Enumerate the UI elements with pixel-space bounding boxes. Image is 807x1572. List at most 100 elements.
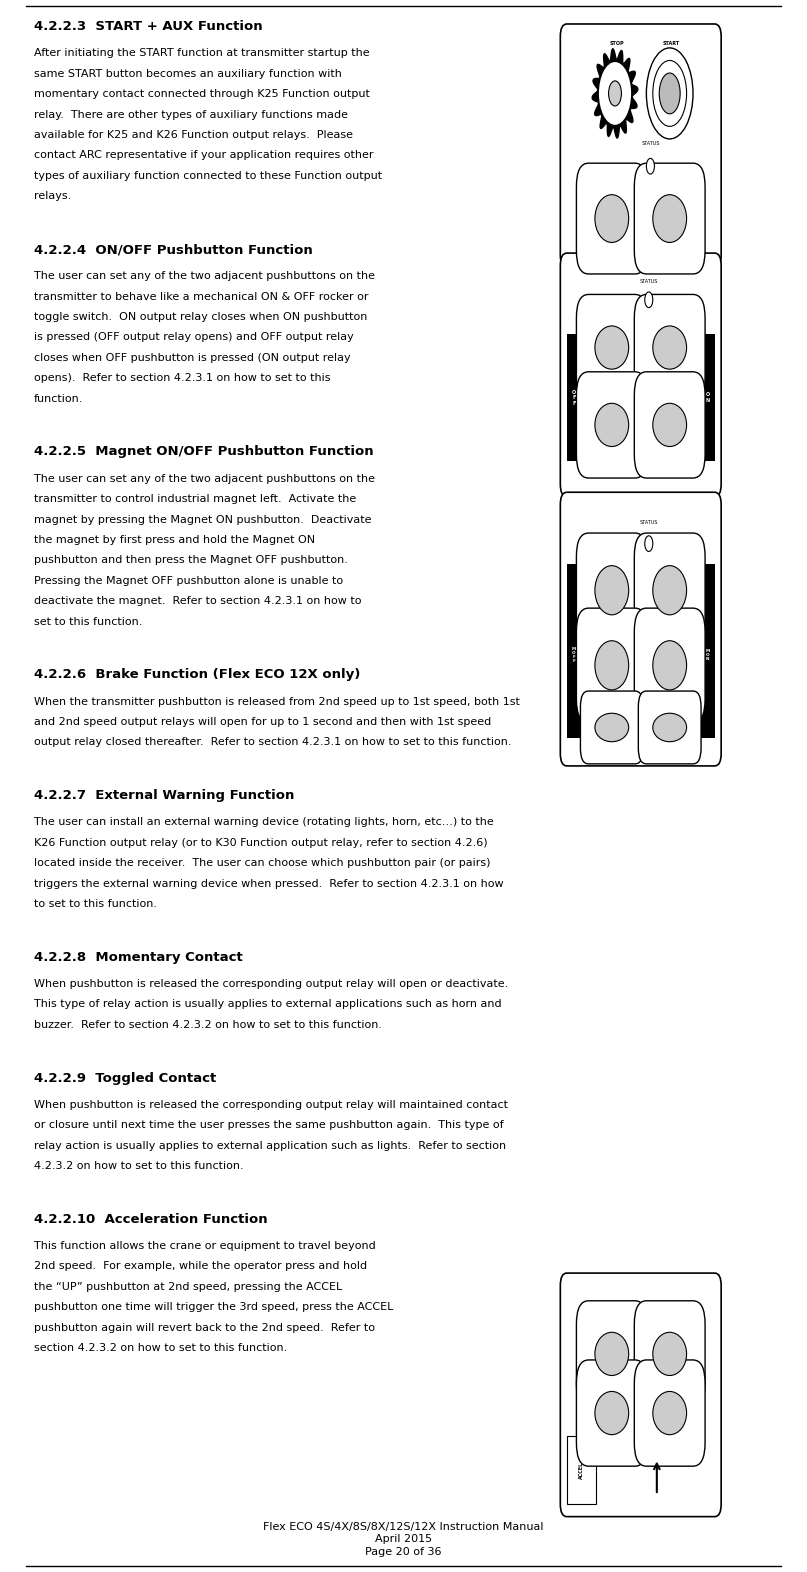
Text: STATUS: STATUS [640, 520, 658, 525]
Text: pushbutton one time will trigger the 3rd speed, press the ACCEL: pushbutton one time will trigger the 3rd… [34, 1302, 393, 1313]
Text: ACCEL: ACCEL [579, 1462, 583, 1479]
Text: 4.2.2.4  ON/OFF Pushbutton Function: 4.2.2.4 ON/OFF Pushbutton Function [34, 244, 312, 256]
Text: Page 20 of 36: Page 20 of 36 [366, 1547, 441, 1556]
Text: K26 Function output relay (or to K30 Function output relay, refer to section 4.2: K26 Function output relay (or to K30 Fun… [34, 838, 487, 847]
Ellipse shape [595, 1333, 629, 1376]
FancyBboxPatch shape [567, 333, 581, 461]
Text: After initiating the START function at transmitter startup the: After initiating the START function at t… [34, 49, 369, 58]
Text: set to this function.: set to this function. [34, 616, 142, 627]
Text: magnet by pressing the Magnet ON pushbutton.  Deactivate: magnet by pressing the Magnet ON pushbut… [34, 514, 371, 525]
FancyBboxPatch shape [580, 692, 643, 764]
Ellipse shape [595, 404, 629, 446]
Text: 4.2.2.6  Brake Function (Flex ECO 12X only): 4.2.2.6 Brake Function (Flex ECO 12X onl… [34, 668, 360, 681]
Text: the “UP” pushbutton at 2nd speed, pressing the ACCEL: the “UP” pushbutton at 2nd speed, pressi… [34, 1281, 342, 1292]
Text: 4.2.2.7  External Warning Function: 4.2.2.7 External Warning Function [34, 789, 294, 802]
Text: When the transmitter pushbutton is released from 2nd speed up to 1st speed, both: When the transmitter pushbutton is relea… [34, 696, 520, 706]
Text: M
O
F
F: M O F F [572, 646, 576, 663]
FancyBboxPatch shape [560, 24, 721, 267]
Text: types of auxiliary function connected to these Function output: types of auxiliary function connected to… [34, 171, 382, 181]
Polygon shape [592, 49, 638, 138]
FancyBboxPatch shape [560, 492, 721, 766]
Text: 4.2.2.10  Acceleration Function: 4.2.2.10 Acceleration Function [34, 1214, 267, 1226]
Text: contact ARC representative if your application requires other: contact ARC representative if your appli… [34, 151, 373, 160]
Text: opens).  Refer to section 4.2.3.1 on how to set to this: opens). Refer to section 4.2.3.1 on how … [34, 373, 330, 384]
Ellipse shape [595, 325, 629, 369]
FancyBboxPatch shape [634, 294, 705, 401]
FancyBboxPatch shape [567, 1435, 596, 1504]
Text: momentary contact connected through K25 Function output: momentary contact connected through K25 … [34, 90, 370, 99]
FancyBboxPatch shape [638, 692, 701, 764]
Ellipse shape [653, 325, 687, 369]
Text: triggers the external warning device when pressed.  Refer to section 4.2.3.1 on : triggers the external warning device whe… [34, 879, 504, 888]
FancyBboxPatch shape [576, 608, 647, 723]
Text: function.: function. [34, 393, 83, 404]
FancyBboxPatch shape [700, 564, 715, 737]
Text: is pressed (OFF output relay opens) and OFF output relay: is pressed (OFF output relay opens) and … [34, 333, 353, 343]
Text: When pushbutton is released the corresponding output relay will open or deactiva: When pushbutton is released the correspo… [34, 979, 508, 989]
Text: section 4.2.3.2 on how to set to this function.: section 4.2.3.2 on how to set to this fu… [34, 1342, 286, 1353]
Ellipse shape [595, 714, 629, 742]
Ellipse shape [653, 714, 687, 742]
Ellipse shape [595, 195, 629, 242]
FancyBboxPatch shape [560, 253, 721, 497]
FancyBboxPatch shape [567, 564, 581, 737]
Text: Flex ECO 4S/4X/8S/8X/12S/12X Instruction Manual: Flex ECO 4S/4X/8S/8X/12S/12X Instruction… [263, 1522, 544, 1531]
Text: O
N: O N [705, 393, 709, 402]
Text: April 2015: April 2015 [375, 1534, 432, 1544]
Ellipse shape [653, 566, 687, 615]
Text: the magnet by first press and hold the Magnet ON: the magnet by first press and hold the M… [34, 534, 315, 545]
Text: Pressing the Magnet OFF pushbutton alone is unable to: Pressing the Magnet OFF pushbutton alone… [34, 575, 343, 586]
Text: STATUS: STATUS [640, 280, 658, 285]
Ellipse shape [653, 1333, 687, 1376]
Text: deactivate the magnet.  Refer to section 4.2.3.1 on how to: deactivate the magnet. Refer to section … [34, 596, 361, 607]
Text: pushbutton and then press the Magnet OFF pushbutton.: pushbutton and then press the Magnet OFF… [34, 555, 348, 566]
FancyBboxPatch shape [576, 1360, 647, 1467]
Text: The user can install an external warning device (rotating lights, horn, etc…) to: The user can install an external warning… [34, 817, 493, 827]
Text: The user can set any of the two adjacent pushbuttons on the: The user can set any of the two adjacent… [34, 473, 374, 484]
Text: O
F
F: O F F [572, 390, 576, 406]
Text: 4.2.2.8  Momentary Contact: 4.2.2.8 Momentary Contact [34, 951, 242, 964]
Text: STATUS: STATUS [642, 141, 659, 146]
FancyBboxPatch shape [634, 533, 705, 648]
Text: same START button becomes an auxiliary function with: same START button becomes an auxiliary f… [34, 69, 341, 79]
Text: or closure until next time the user presses the same pushbutton again.  This typ: or closure until next time the user pres… [34, 1121, 504, 1130]
Text: This function allows the crane or equipment to travel beyond: This function allows the crane or equipm… [34, 1240, 375, 1251]
Circle shape [645, 536, 653, 552]
Text: transmitter to control industrial magnet left.  Activate the: transmitter to control industrial magnet… [34, 494, 356, 505]
Ellipse shape [653, 641, 687, 690]
Text: relay.  There are other types of auxiliary functions made: relay. There are other types of auxiliar… [34, 110, 348, 119]
Text: This type of relay action is usually applies to external applications such as ho: This type of relay action is usually app… [34, 1000, 501, 1009]
Text: transmitter to behave like a mechanical ON & OFF rocker or: transmitter to behave like a mechanical … [34, 292, 368, 302]
FancyBboxPatch shape [576, 373, 647, 478]
FancyBboxPatch shape [576, 294, 647, 401]
FancyBboxPatch shape [576, 1300, 647, 1407]
FancyBboxPatch shape [560, 1273, 721, 1517]
Text: available for K25 and K26 Function output relays.  Please: available for K25 and K26 Function outpu… [34, 130, 353, 140]
Ellipse shape [653, 404, 687, 446]
Circle shape [608, 80, 621, 105]
Circle shape [646, 47, 693, 138]
Text: relay action is usually applies to external application such as lights.  Refer t: relay action is usually applies to exter… [34, 1141, 506, 1151]
Text: to set to this function.: to set to this function. [34, 899, 157, 909]
FancyBboxPatch shape [576, 533, 647, 648]
Ellipse shape [653, 195, 687, 242]
Text: 2nd speed.  For example, while the operator press and hold: 2nd speed. For example, while the operat… [34, 1261, 366, 1272]
Text: STOP: STOP [609, 41, 624, 46]
Ellipse shape [595, 641, 629, 690]
Text: output relay closed thereafter.  Refer to section 4.2.3.1 on how to set to this : output relay closed thereafter. Refer to… [34, 737, 511, 747]
Circle shape [599, 61, 631, 124]
Text: buzzer.  Refer to section 4.2.3.2 on how to set to this function.: buzzer. Refer to section 4.2.3.2 on how … [34, 1020, 382, 1030]
Text: closes when OFF pushbutton is pressed (ON output relay: closes when OFF pushbutton is pressed (O… [34, 352, 350, 363]
Text: relays.: relays. [34, 192, 71, 201]
Ellipse shape [595, 1391, 629, 1435]
FancyBboxPatch shape [634, 373, 705, 478]
Text: pushbutton again will revert back to the 2nd speed.  Refer to: pushbutton again will revert back to the… [34, 1322, 374, 1333]
Text: toggle switch.  ON output relay closes when ON pushbutton: toggle switch. ON output relay closes wh… [34, 313, 367, 322]
Text: 4.2.2.9  Toggled Contact: 4.2.2.9 Toggled Contact [34, 1072, 215, 1085]
FancyBboxPatch shape [634, 163, 705, 274]
Text: M
O
N: M O N [705, 649, 709, 662]
Text: 4.2.2.5  Magnet ON/OFF Pushbutton Function: 4.2.2.5 Magnet ON/OFF Pushbutton Functio… [34, 445, 373, 459]
FancyBboxPatch shape [576, 163, 647, 274]
Text: START: START [663, 41, 679, 46]
FancyBboxPatch shape [634, 608, 705, 723]
